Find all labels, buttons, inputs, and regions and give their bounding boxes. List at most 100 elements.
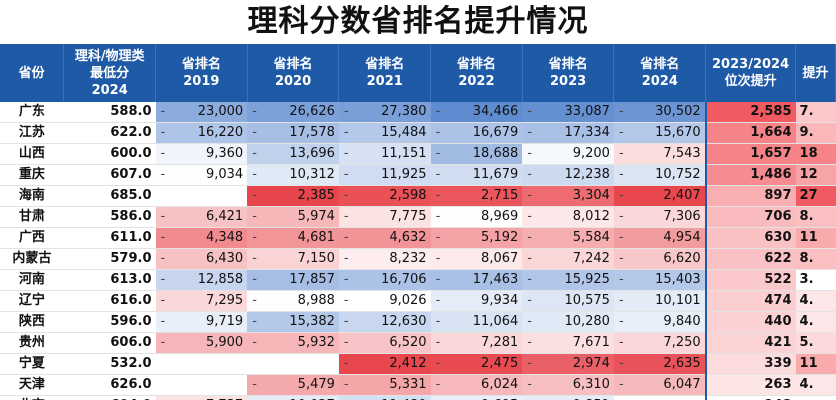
dash-marker: -: [618, 272, 624, 287]
rank-cell-2022: - 11,064: [430, 311, 523, 333]
header-rank-2022: 省排名 2022: [430, 44, 523, 102]
rank-improvement-value: 522: [764, 272, 792, 287]
dash-marker: -: [160, 230, 166, 245]
min-score-cell: 611.0: [63, 227, 156, 249]
rank-value: 2,407: [663, 188, 701, 203]
min-score-cell: 579.0: [63, 248, 156, 270]
min-score-cell: 616.0: [63, 290, 156, 312]
rank-value: 5,900: [205, 335, 244, 350]
min-score-value: 600.0: [110, 146, 152, 161]
min-score-value: 586.0: [110, 209, 152, 224]
rank-cell-2024: - 7,306: [613, 206, 706, 228]
rank-cell-2024: - 30,502: [613, 102, 706, 123]
dash-marker: -: [527, 125, 532, 140]
province-cell: 广东: [0, 102, 64, 123]
rank-cell-2020: - 7,150: [247, 248, 339, 270]
rank-value: 27,380: [381, 104, 427, 119]
min-score-value: 685.0: [110, 188, 152, 203]
improvement-pct-cell: 3.: [795, 269, 836, 291]
dash-marker: -: [527, 272, 532, 287]
dash-marker: -: [618, 188, 624, 203]
dash-marker: -: [160, 335, 166, 350]
min-score-cell: 596.0: [63, 311, 156, 333]
rank-improvement-cell: 2,585: [704, 102, 796, 123]
rank-improvement-cell: 148: [704, 395, 796, 400]
min-score-cell: 613.0: [63, 269, 156, 291]
rank-cell-2022: - 8,969: [430, 206, 523, 228]
dash-marker: -: [435, 335, 441, 350]
rank-improvement-value: 622: [764, 251, 792, 266]
improvement-pct-cell: 8.: [795, 206, 836, 228]
rank-cell-2024: - 10,101: [613, 290, 706, 312]
province-name: 山西: [18, 146, 45, 161]
rank-value: 18,688: [472, 146, 519, 161]
table-row: 重庆 607.0-9,034-10,312-11,925-11,679-12,23…: [0, 164, 836, 186]
dash-marker: -: [435, 167, 441, 182]
improvement-pct-cell: 18: [795, 143, 836, 165]
dash-marker: -: [343, 167, 349, 182]
rank-cell-2024: - 9,840: [613, 311, 706, 333]
table-row: 广西 611.0-4,348-4,681-4,632-5,192-5,584-4,…: [0, 227, 836, 249]
province-name: 广西: [18, 230, 45, 245]
rank-value: 9,034: [205, 167, 244, 182]
improvement-pct-value: 11: [799, 356, 818, 371]
table-row: 北京 604.0 - 7,737 - 10,027 - 11,480 - 9,695 - 9,851 1…: [0, 395, 836, 400]
rank-cell-2023: - 5,584: [522, 227, 614, 249]
rank-value: 8,969: [481, 209, 519, 224]
rank-value: 10,312: [289, 167, 335, 182]
dash-marker: -: [435, 146, 441, 161]
dash-marker: -: [343, 188, 349, 203]
improvement-pct-cell: 4.: [795, 290, 836, 312]
rank-cell-2020: - 15,382: [247, 311, 339, 333]
dash-marker: -: [618, 125, 624, 140]
dash-marker: -: [252, 314, 257, 329]
rank-value: 10,752: [655, 167, 701, 182]
dash-marker: -: [160, 293, 166, 308]
rank-cell-2020: - 10,027: [247, 395, 339, 400]
rank-cell-2019: - 23,000: [155, 102, 248, 123]
rank-value: 17,578: [289, 125, 335, 140]
rank-value: 8,067: [481, 251, 519, 266]
province-name: 辽宁: [18, 293, 45, 308]
table-row: 宁夏 532.0-2,412-2,475-2,974-2,635 339 11: [0, 353, 836, 375]
rank-value: 2,475: [481, 356, 519, 371]
dash-marker: -: [343, 104, 349, 119]
rank-cell-2021: - 9,026: [338, 290, 431, 312]
dash-marker: -: [435, 251, 441, 266]
rank-cell-2023: - 8,012: [522, 206, 614, 228]
rank-improvement-value: 339: [764, 356, 792, 371]
rank-value: 2,635: [663, 356, 701, 371]
province-name: 贵州: [18, 335, 45, 350]
province-name: 北京: [19, 398, 45, 400]
dash-marker: -: [618, 314, 624, 329]
dash-marker: -: [160, 314, 166, 329]
dash-marker: -: [527, 335, 532, 350]
improvement-pct-cell: 5.: [795, 332, 836, 354]
dash-marker: -: [252, 377, 257, 392]
dash-marker: -: [527, 356, 532, 371]
rank-improvement-cell: 263: [704, 374, 796, 396]
rank-cell-2023: - 3,304: [522, 185, 614, 207]
min-score-cell: 685.0: [63, 185, 156, 207]
rank-improvement-value: 440: [764, 314, 792, 329]
rank-cell-2023: - 12,238: [522, 164, 614, 186]
dash-marker: -: [618, 251, 624, 266]
min-score-value: 532.0: [110, 356, 152, 371]
rank-improvement-value: 630: [764, 230, 792, 245]
rank-cell-2021: - 11,151: [338, 143, 431, 165]
rank-cell-2021: - 11,925: [338, 164, 431, 186]
rank-cell-2019: - 6,421: [155, 206, 248, 228]
rank-value: 15,484: [381, 125, 427, 140]
province-name: 重庆: [18, 167, 45, 182]
ranking-table: 省份 理科/物理类 最低分 2024 省排名 2019 省排名 2020 省排名 20…: [0, 44, 836, 400]
dash-marker: -: [435, 356, 441, 371]
header-province: 省份: [0, 44, 65, 102]
rank-cell-2024: - 2,635: [613, 353, 706, 375]
dash-marker: -: [527, 104, 532, 119]
dash-marker: -: [435, 377, 441, 392]
dash-marker: -: [252, 251, 257, 266]
rank-value: 9,851: [573, 398, 610, 400]
dash-marker: -: [252, 396, 257, 400]
dash-marker: -: [618, 293, 624, 308]
dash-marker: -: [160, 209, 166, 224]
